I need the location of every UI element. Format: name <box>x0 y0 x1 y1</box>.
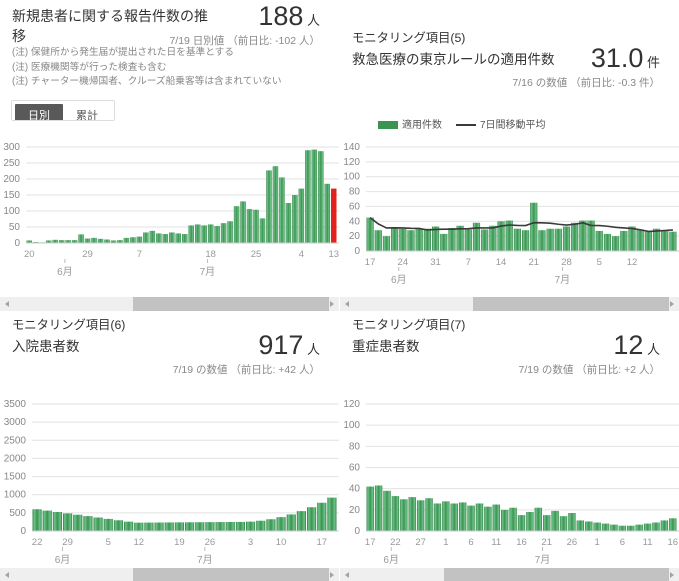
svg-text:6月: 6月 <box>57 266 73 278</box>
svg-text:22: 22 <box>32 537 43 548</box>
svg-text:12: 12 <box>133 537 144 548</box>
svg-text:27: 27 <box>415 537 426 548</box>
svg-text:20: 20 <box>24 249 35 260</box>
svg-text:17: 17 <box>365 257 376 268</box>
svg-text:16: 16 <box>668 537 679 548</box>
svg-text:26: 26 <box>567 537 578 548</box>
svg-text:28: 28 <box>561 257 572 268</box>
svg-text:6: 6 <box>468 537 473 548</box>
svg-text:31: 31 <box>430 257 441 268</box>
svg-text:6月: 6月 <box>391 274 407 286</box>
svg-text:140: 140 <box>343 142 360 153</box>
svg-text:21: 21 <box>528 257 539 268</box>
svg-text:19: 19 <box>174 537 185 548</box>
svg-text:120: 120 <box>343 399 360 410</box>
svg-text:40: 40 <box>349 216 361 227</box>
svg-text:300: 300 <box>3 142 20 153</box>
svg-text:5: 5 <box>597 257 602 268</box>
svg-text:250: 250 <box>3 158 20 169</box>
svg-text:13: 13 <box>328 249 339 260</box>
svg-text:1: 1 <box>595 537 600 548</box>
svg-text:2500: 2500 <box>4 435 27 446</box>
svg-text:7: 7 <box>137 249 142 260</box>
svg-text:7月: 7月 <box>535 554 551 566</box>
svg-text:500: 500 <box>9 508 26 519</box>
svg-text:7: 7 <box>466 257 471 268</box>
svg-text:21: 21 <box>541 537 552 548</box>
svg-text:0: 0 <box>20 526 26 537</box>
svg-text:3000: 3000 <box>4 417 27 428</box>
svg-text:40: 40 <box>349 484 361 495</box>
svg-text:200: 200 <box>3 174 20 185</box>
svg-text:7月: 7月 <box>197 554 213 566</box>
svg-text:10: 10 <box>276 537 287 548</box>
svg-text:12: 12 <box>627 257 638 268</box>
svg-text:25: 25 <box>251 249 262 260</box>
svg-text:0: 0 <box>14 238 20 249</box>
svg-text:2000: 2000 <box>4 453 27 464</box>
svg-text:17: 17 <box>365 537 376 548</box>
svg-text:1: 1 <box>443 537 448 548</box>
svg-text:6月: 6月 <box>383 554 399 566</box>
svg-text:3500: 3500 <box>4 399 27 410</box>
svg-text:80: 80 <box>349 441 361 452</box>
svg-text:0: 0 <box>354 526 360 537</box>
svg-text:26: 26 <box>205 537 216 548</box>
svg-text:18: 18 <box>205 249 216 260</box>
svg-text:3: 3 <box>248 537 253 548</box>
svg-text:50: 50 <box>9 222 21 233</box>
svg-text:16: 16 <box>516 537 527 548</box>
svg-text:100: 100 <box>3 206 20 217</box>
svg-text:20: 20 <box>349 505 361 516</box>
svg-text:11: 11 <box>491 537 501 548</box>
svg-text:60: 60 <box>349 463 361 474</box>
svg-text:5: 5 <box>106 537 111 548</box>
svg-text:120: 120 <box>343 157 360 168</box>
svg-text:11: 11 <box>643 537 653 548</box>
svg-text:150: 150 <box>3 190 20 201</box>
svg-text:29: 29 <box>62 537 73 548</box>
svg-text:7月: 7月 <box>200 266 216 278</box>
svg-text:100: 100 <box>343 172 360 183</box>
svg-text:7月: 7月 <box>555 274 571 286</box>
svg-text:14: 14 <box>496 257 507 268</box>
svg-text:22: 22 <box>390 537 401 548</box>
svg-text:20: 20 <box>349 231 361 242</box>
svg-text:24: 24 <box>398 257 409 268</box>
svg-text:60: 60 <box>349 201 361 212</box>
svg-text:6月: 6月 <box>55 554 71 566</box>
svg-text:17: 17 <box>316 537 327 548</box>
svg-text:1500: 1500 <box>4 472 27 483</box>
svg-text:100: 100 <box>343 420 360 431</box>
svg-text:6: 6 <box>620 537 625 548</box>
svg-text:80: 80 <box>349 187 361 198</box>
svg-text:29: 29 <box>82 249 93 260</box>
svg-text:4: 4 <box>299 249 304 260</box>
svg-text:1000: 1000 <box>4 490 27 501</box>
svg-text:0: 0 <box>354 246 360 257</box>
